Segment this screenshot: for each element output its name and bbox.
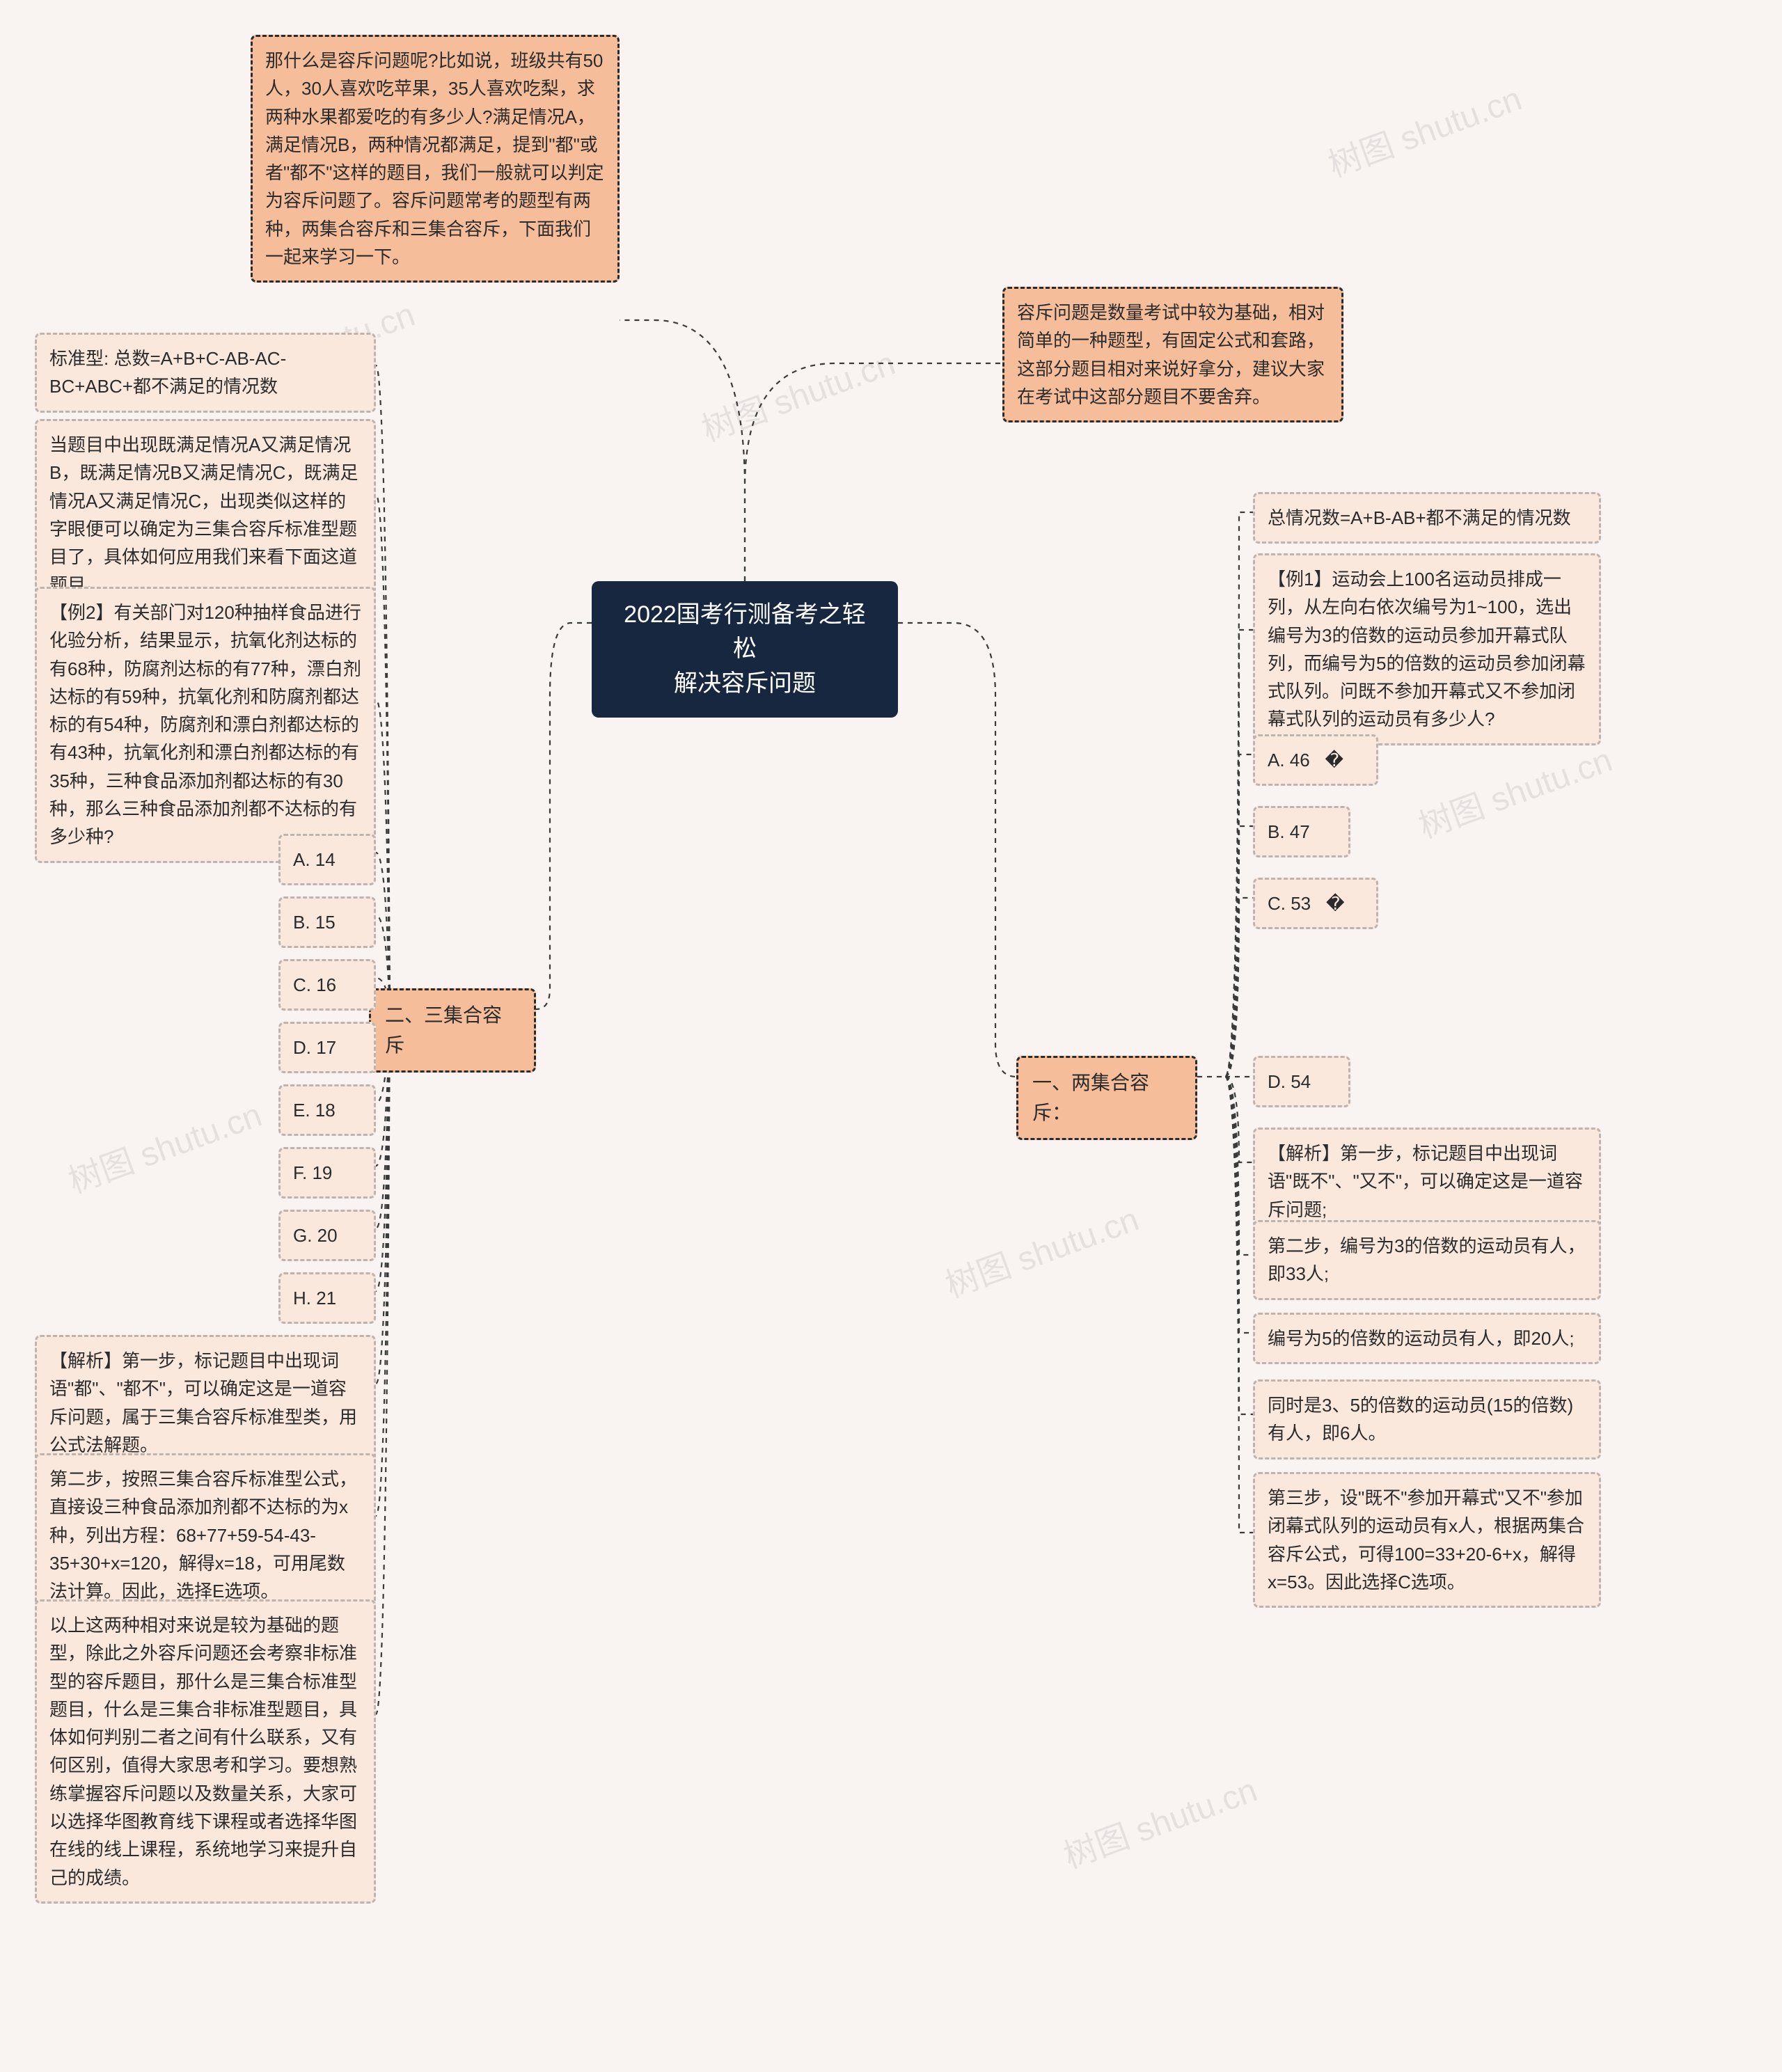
watermark: 树图 shutu.cn <box>938 1192 1144 1306</box>
left-child-option: F. 19 <box>278 1147 376 1199</box>
left-child: 【解析】第一步，标记题目中出现词语"都"、"都不"，可以确定这是一道容斥问题，属… <box>35 1335 376 1471</box>
right-child: 编号为5的倍数的运动员有人，即20人; <box>1253 1313 1601 1364</box>
right-child: 同时是3、5的倍数的运动员(15的倍数)有人，即6人。 <box>1253 1379 1601 1460</box>
watermark: 树图 shutu.cn <box>1056 1762 1263 1877</box>
left-child: 以上这两种相对来说是较为基础的题型，除此之外容斥问题还会考察非标准型的容斥题目，… <box>35 1599 376 1904</box>
left-child: 标准型: 总数=A+B+C-AB-AC-BC+ABC+都不满足的情况数 <box>35 333 376 413</box>
right-intro-block: 容斥问题是数量考试中较为基础，相对简单的一种题型，有固定公式和套路，这部分题目相… <box>1002 287 1343 422</box>
right-child-option: D. 54 <box>1253 1056 1350 1107</box>
left-child: 【例2】有关部门对120种抽样食品进行化验分析，结果显示，抗氧化剂达标的有68种… <box>35 587 376 863</box>
root-title-line2: 解决容斥问题 <box>674 670 816 697</box>
right-child: 【解析】第一步，标记题目中出现词语"既不"、"又不"，可以确定这是一道容斥问题; <box>1253 1128 1601 1235</box>
right-child: 第三步，设"既不"参加开幕式"又不"参加闭幕式队列的运动员有x人，根据两集合容斥… <box>1253 1472 1601 1608</box>
root-node: 2022国考行测备考之轻松 解决容斥问题 <box>592 581 898 718</box>
left-child: 当题目中出现既满足情况A又满足情况B，既满足情况B又满足情况C，既满足情况A又满… <box>35 419 376 611</box>
left-intro-block: 那什么是容斥问题呢?比如说，班级共有50人，30人喜欢吃苹果，35人喜欢吃梨，求… <box>251 35 620 283</box>
left-child-option: G. 20 <box>278 1210 376 1261</box>
right-child: 【例1】运动会上100名运动员排成一列，从左向右依次编号为1~100，选出编号为… <box>1253 553 1601 745</box>
watermark: 树图 shutu.cn <box>694 335 901 450</box>
left-child-option: B. 15 <box>278 896 376 948</box>
left-child-option: C. 16 <box>278 959 376 1011</box>
watermark: 树图 shutu.cn <box>1320 71 1527 186</box>
left-child-option: E. 18 <box>278 1084 376 1136</box>
watermark: 树图 shutu.cn <box>1411 732 1618 847</box>
left-child-option: D. 17 <box>278 1022 376 1073</box>
right-child-option: B. 47 <box>1253 806 1350 857</box>
right-child-option: C. 53 � <box>1253 878 1378 929</box>
branch-right-header: 一、两集合容斥： <box>1016 1056 1197 1140</box>
right-child: 总情况数=A+B-AB+都不满足的情况数 <box>1253 492 1601 544</box>
left-child-option: H. 21 <box>278 1272 376 1324</box>
left-child: 第二步，按照三集合容斥标准型公式，直接设三种食品添加剂都不达标的为x种，列出方程… <box>35 1453 376 1617</box>
left-child-option: A. 14 <box>278 834 376 885</box>
right-child: 第二步，编号为3的倍数的运动员有人，即33人; <box>1253 1220 1601 1300</box>
right-child-option: A. 46 � <box>1253 734 1378 786</box>
branch-left-header: 二、三集合容斥 <box>369 988 536 1073</box>
root-title-line1: 2022国考行测备考之轻松 <box>624 601 866 662</box>
watermark: 树图 shutu.cn <box>61 1087 267 1202</box>
